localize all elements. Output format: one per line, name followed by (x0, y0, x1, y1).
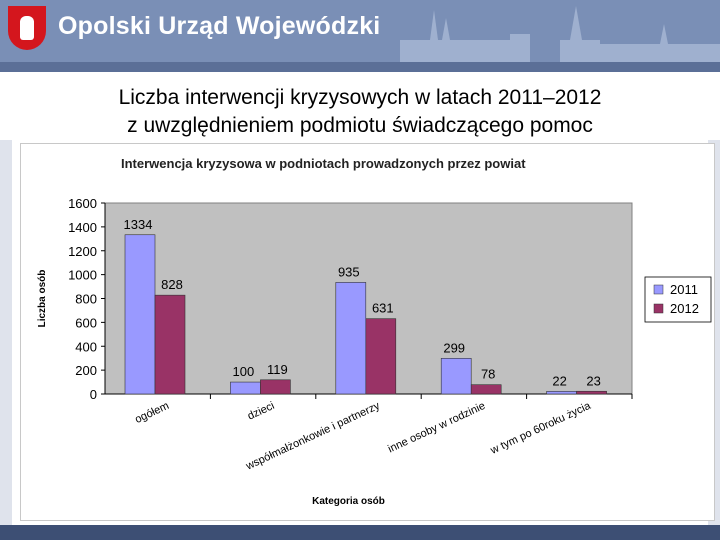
bar-2012 (260, 379, 291, 395)
left-border (0, 140, 12, 525)
city-skyline-icon (400, 6, 720, 62)
y-tick-label: 1200 (68, 244, 97, 259)
data-label-2011: 935 (338, 264, 360, 279)
bar-2012 (365, 318, 397, 395)
x-tick-label: inne osoby w rodzinie (386, 400, 487, 456)
slide-title-line-1: Liczba interwencji kryzysowych w latach … (118, 86, 602, 109)
data-label-2011: 100 (233, 364, 255, 379)
data-label-2011: 299 (443, 340, 465, 355)
data-label-2012: 78 (481, 367, 495, 382)
y-tick-label: 800 (75, 292, 97, 307)
bar-2012 (154, 294, 186, 395)
polish-eagle-icon (8, 6, 46, 50)
bar-2012 (470, 384, 502, 395)
data-label-2012: 23 (586, 373, 600, 388)
legend-label-2012: 2012 (670, 301, 699, 316)
x-tick-label: ogółem (133, 400, 171, 426)
x-tick-label: w tym po 60roku życia (488, 399, 593, 457)
legend: 2011 2012 (644, 276, 712, 323)
y-tick-label: 600 (75, 315, 97, 330)
legend-swatch-2011 (653, 284, 664, 295)
bar-2011 (440, 358, 472, 395)
footer-band (0, 525, 720, 540)
data-label-2012: 119 (267, 362, 288, 377)
y-tick-label: 1400 (68, 220, 97, 235)
header-bar: Opolski Urząd Wojewódzki (0, 0, 720, 62)
bar-2012 (576, 390, 607, 395)
slide-title-line-2: z uwzględnieniem podmiotu świadczącego p… (127, 114, 593, 137)
data-label-2011: 1334 (124, 217, 153, 232)
data-label-2011: 22 (552, 373, 566, 388)
y-tick-label: 0 (90, 387, 97, 402)
legend-label-2011: 2011 (670, 282, 698, 297)
bar-2011 (124, 234, 156, 395)
y-tick-label: 400 (75, 339, 97, 354)
data-label-2012: 828 (161, 277, 183, 292)
bar-chart: Interwencja kryzysowa w podniotach prowa… (37, 156, 712, 507)
slide-title: Liczba interwencji kryzysowych w latach … (0, 84, 720, 140)
y-axis-label: Liczba osób (37, 270, 48, 328)
bar-2011 (230, 381, 261, 395)
legend-box (644, 276, 712, 323)
y-tick-label: 1000 (68, 268, 97, 283)
y-tick-label: 1600 (68, 196, 97, 211)
legend-swatch-2012 (653, 303, 664, 314)
chart-title: Interwencja kryzysowa w podniotach prowa… (121, 156, 526, 171)
app-title: Opolski Urząd Wojewódzki (58, 12, 381, 40)
header-band (0, 62, 720, 72)
chart-frame: Interwencja kryzysowa w podniotach prowa… (20, 143, 715, 521)
x-tick-label: dzieci (246, 400, 277, 423)
data-label-2012: 631 (372, 301, 394, 316)
x-axis-label: Kategoria osób (312, 496, 385, 507)
bar-2011 (546, 391, 577, 395)
bar-2011 (335, 282, 367, 395)
y-tick-label: 200 (75, 363, 97, 378)
